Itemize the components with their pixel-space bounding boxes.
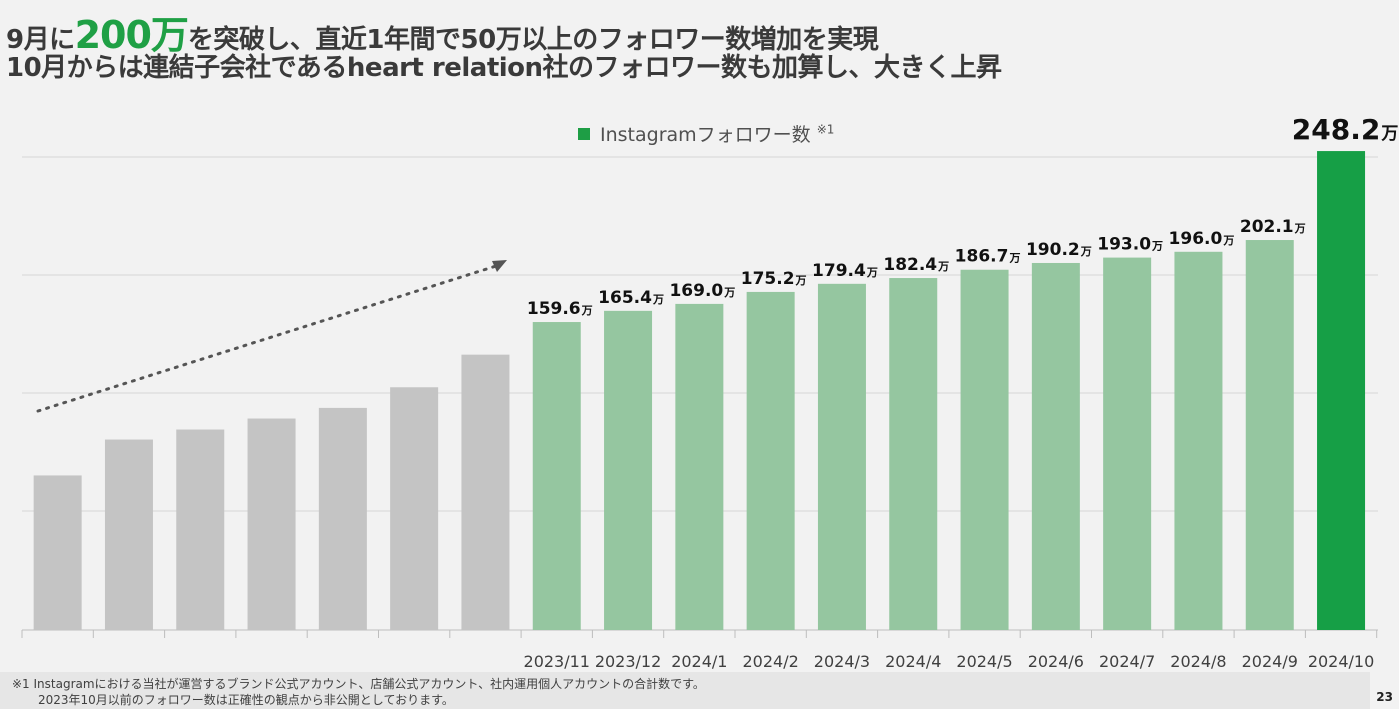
chart-legend: Instagramフォロワー数 ※1	[578, 120, 834, 147]
bar	[247, 418, 296, 630]
value-label: 159.6万	[527, 299, 593, 319]
value-label: 165.4万	[598, 288, 664, 308]
x-tick-label: 2024/8	[1170, 652, 1226, 671]
bars	[33, 151, 1366, 631]
trend-line	[36, 264, 498, 413]
x-tick-label: 2024/2	[743, 652, 799, 671]
bar	[532, 322, 581, 630]
x-tick-label: 2024/9	[1242, 652, 1298, 671]
legend-swatch	[578, 128, 590, 140]
bar	[960, 269, 1009, 630]
headline-line-2: 10月からは連結子会社であるheart relation社のフォロワー数も加算し…	[6, 53, 1002, 83]
headline-line-1: 9月に200万を突破し、直近1年間で50万以上のフォロワー数増加を実現	[6, 4, 879, 59]
bar	[889, 278, 938, 630]
legend-note: ※1	[816, 122, 835, 137]
bar	[604, 310, 653, 630]
bar	[1174, 251, 1223, 630]
footnote: ※1 Instagramにおける当社が運営するブランド公式アカウント、店舗公式ア…	[0, 672, 1370, 709]
value-label: 169.0万	[669, 281, 735, 301]
headline-highlight: 200万	[74, 13, 189, 57]
bar	[1317, 151, 1366, 631]
bar	[1103, 257, 1152, 630]
value-label: 179.4万	[812, 261, 878, 281]
value-label: 186.7万	[955, 247, 1021, 267]
value-label: 175.2万	[741, 269, 807, 289]
headline-post: を突破し、直近1年間で50万以上のフォロワー数増加を実現	[187, 25, 879, 55]
value-label: 190.2万	[1026, 240, 1092, 260]
x-tick-label: 2023/11	[524, 652, 590, 671]
value-label: 196.0万	[1169, 229, 1235, 249]
value-label: 182.4万	[883, 255, 949, 275]
x-tick-label: 2024/3	[814, 652, 870, 671]
value-label: 202.1万	[1240, 217, 1306, 237]
bar	[318, 407, 367, 630]
bar	[390, 387, 439, 630]
bar	[461, 354, 510, 630]
trend-arrowhead	[492, 260, 507, 272]
bar	[104, 439, 153, 630]
bar	[746, 291, 795, 630]
x-axis: 2023/11 2023/12 2024/1 2024/2 2024/3 2024/4 20…	[21, 630, 1378, 671]
bar	[176, 429, 225, 630]
footnote-line-2: 2023年10月以前のフォロワー数は正確性の観点から非公開としております。	[38, 693, 454, 707]
x-tick-label: 2024/6	[1028, 652, 1084, 671]
bar	[33, 475, 82, 630]
x-tick-label: 2024/1	[671, 652, 727, 671]
bar	[675, 303, 724, 630]
x-tick-label: 2024/5	[956, 652, 1012, 671]
bar	[1031, 262, 1080, 630]
value-label: 248.2万	[1292, 113, 1399, 146]
bar	[1245, 240, 1294, 630]
headline-pre: 9月に	[6, 25, 75, 55]
page-number: 23	[1376, 690, 1393, 704]
bar	[817, 283, 866, 630]
footnote-line-1: ※1 Instagramにおける当社が運営するブランド公式アカウント、店舗公式ア…	[12, 677, 705, 691]
legend-label: Instagramフォロワー数	[600, 124, 811, 146]
x-tick-label: 2024/10	[1308, 652, 1374, 671]
value-label: 193.0万	[1097, 235, 1163, 255]
x-tick-label: 2023/12	[595, 652, 661, 671]
trend-arrow	[36, 260, 507, 413]
x-tick-label: 2024/7	[1099, 652, 1155, 671]
x-tick-label: 2024/4	[885, 652, 941, 671]
